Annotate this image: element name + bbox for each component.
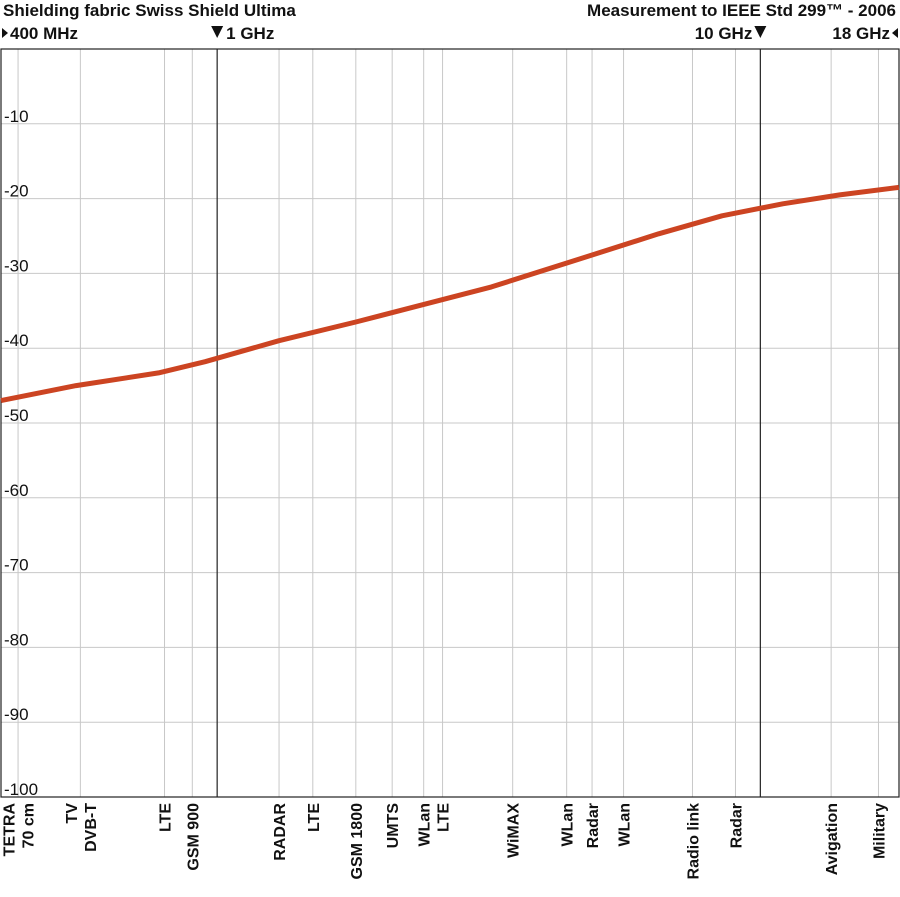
band-label: Military <box>872 803 889 859</box>
band-label: Radar <box>585 803 602 848</box>
band-label: TETRA <box>2 803 19 857</box>
band-label: 70 cm <box>21 803 38 848</box>
y-tick-label: -70 <box>4 556 29 575</box>
y-tick-label: -20 <box>4 182 29 201</box>
y-tick-label: -40 <box>4 331 29 350</box>
band-label: Radio link <box>686 803 703 880</box>
band-label: GSM 1800 <box>349 803 366 880</box>
band-labels: TETRA 70 cm TV DVB-T LTE GSM 900 RADAR LTE GSM 1… <box>2 803 889 880</box>
y-tick-label: -80 <box>4 630 29 649</box>
y-tick-labels: -10 -20 -30 -40 -50 -60 -70 -80 -90 -100 <box>4 107 38 799</box>
series-layer <box>0 184 900 404</box>
band-label: RADAR <box>272 803 289 861</box>
marker-arrow-left-icon <box>892 28 898 38</box>
band-label: Radar <box>729 803 746 848</box>
band-label: TV <box>64 803 81 824</box>
series-line <box>0 184 900 404</box>
y-tick-label: -90 <box>4 705 29 724</box>
marker-arrow-down-icon <box>754 26 767 38</box>
band-label: Avigation <box>824 803 841 875</box>
y-tick-label: -30 <box>4 256 29 275</box>
y-tick-label: -60 <box>4 481 29 500</box>
chart-title: Shielding fabric Swiss Shield Ultima <box>3 1 296 20</box>
y-tick-label: -10 <box>4 107 29 126</box>
band-label: DVB-T <box>83 803 100 852</box>
band-label: WLan <box>617 803 634 847</box>
band-label: UMTS <box>385 803 402 849</box>
marker-arrow-right-icon <box>2 28 8 38</box>
band-label: LTE <box>306 803 323 832</box>
frequency-marker-label: 1 GHz <box>226 24 274 43</box>
frequency-marker-label: 10 GHz <box>695 24 753 43</box>
band-label: WLan <box>417 803 434 847</box>
frequency-marker-label: 18 GHz <box>832 24 890 43</box>
frequency-marker-lines <box>216 49 761 797</box>
marker-arrow-down-icon <box>211 26 224 38</box>
grid <box>1 49 899 798</box>
chart-subtitle: Measurement to IEEE Std 299™ - 2006 <box>587 1 896 20</box>
frequency-marker-label: 400 MHz <box>10 24 78 43</box>
y-tick-label: -100 <box>4 780 38 799</box>
band-label: LTE <box>436 803 453 832</box>
band-label: LTE <box>158 803 175 832</box>
band-label: GSM 900 <box>185 803 202 871</box>
frequency-marker-labels: 400 MHz 1 GHz 10 GHz 18 GHz <box>2 24 898 43</box>
band-label: WiMAX <box>506 803 523 858</box>
band-label: WLan <box>560 803 577 847</box>
plot-frame <box>0 48 900 798</box>
y-tick-label: -50 <box>4 406 29 425</box>
